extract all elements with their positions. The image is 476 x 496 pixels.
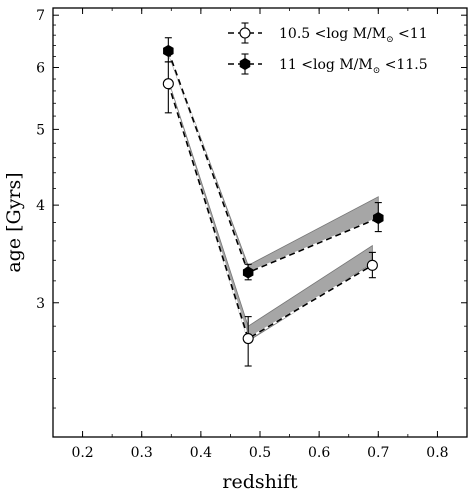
legend-label-2-main: 11 <log M/M — [279, 57, 373, 73]
y-tick-label: 3 — [36, 296, 45, 312]
x-tick-label: 0.7 — [367, 445, 389, 461]
x-axis-label: redshift — [222, 471, 298, 493]
x-tick-label: 0.3 — [131, 445, 153, 461]
model-bands — [167, 50, 379, 342]
legend-label-2-sub: ⊙ — [373, 66, 381, 76]
model-band-1 — [167, 80, 373, 342]
model-band-2 — [167, 50, 379, 274]
x-tick-label: 0.2 — [71, 445, 93, 461]
x-tick-label: 0.4 — [190, 445, 212, 461]
model-line-halo-1 — [167, 83, 373, 340]
legend-label-1-main: 10.5 <log M/M — [279, 26, 386, 42]
model-line-1 — [167, 83, 373, 340]
legend-label-1: 10.5 <log M/M⊙ <11 — [279, 26, 428, 45]
x-tick-label: 0.5 — [249, 445, 271, 461]
legend-marker — [239, 27, 251, 39]
data-point — [162, 78, 174, 90]
legend: 10.5 <log M/M⊙ <11 11 <log M/M⊙ <11.5 — [228, 22, 428, 76]
data-point — [163, 44, 174, 58]
legend-marker — [239, 57, 251, 71]
y-axis-label: age [Gyrs] — [3, 172, 25, 272]
x-tick-label: 0.6 — [308, 445, 330, 461]
x-tick-label: 0.8 — [426, 445, 448, 461]
legend-label-2: 11 <log M/M⊙ <11.5 — [279, 57, 428, 76]
y-tick-label: 6 — [36, 61, 45, 77]
data-point — [373, 212, 384, 225]
data-point — [242, 332, 254, 345]
axis-ticks — [52, 8, 468, 437]
legend-label-2-tail: <11.5 — [380, 57, 427, 73]
y-tick-label: 7 — [36, 8, 45, 24]
data-markers — [162, 44, 384, 345]
data-point — [242, 266, 254, 279]
data-point — [366, 259, 378, 271]
legend-label-1-tail: <11 — [394, 26, 428, 42]
y-tick-labels: 3 4 5 6 7 — [36, 8, 45, 312]
x-tick-labels: 0.2 0.3 0.4 0.5 0.6 0.7 0.8 — [71, 445, 448, 461]
legend-entry-2 — [228, 53, 262, 75]
y-tick-label: 5 — [36, 122, 45, 138]
model-line-halo-2 — [167, 50, 379, 274]
legend-label-1-sub: ⊙ — [386, 35, 394, 45]
model-lines — [167, 50, 379, 340]
model-line-2 — [167, 50, 379, 274]
legend-entry-1 — [228, 22, 262, 44]
y-tick-label: 4 — [36, 198, 45, 214]
